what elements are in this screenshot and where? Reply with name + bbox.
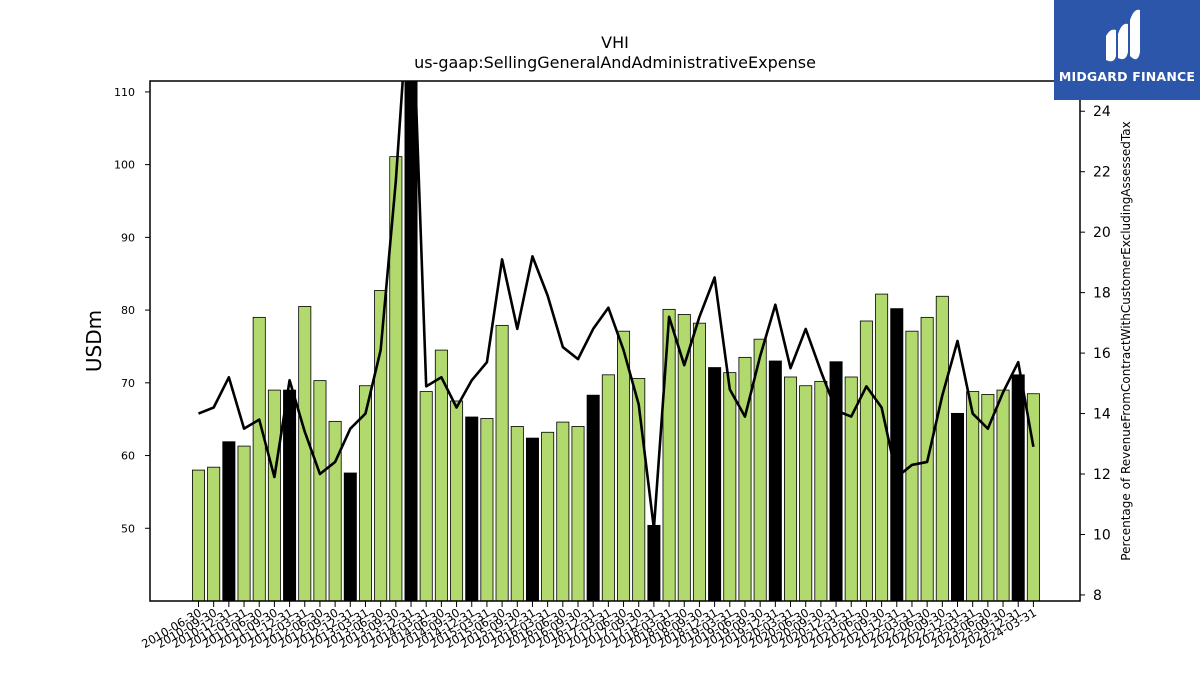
bar [343, 472, 357, 601]
y2-tick-label: 10 [1093, 527, 1111, 543]
bar [450, 400, 464, 601]
bar [935, 295, 949, 601]
bar [601, 374, 615, 601]
y2-tick-label: 20 [1093, 225, 1111, 241]
bar [844, 376, 858, 601]
bar [525, 437, 539, 601]
y2-tick-label: 12 [1093, 467, 1111, 483]
y-axis-right: 8 10 12 14 16 18 20 22 24 [1080, 104, 1111, 604]
bar [1026, 393, 1040, 601]
bar [495, 324, 509, 601]
bar [283, 389, 297, 601]
midgard-logo-icon [1054, 0, 1200, 100]
bar [708, 367, 722, 601]
bar [692, 322, 706, 601]
bar [222, 441, 236, 601]
bar [298, 306, 312, 601]
bar [617, 330, 631, 601]
y-tick-label: 100 [114, 159, 135, 172]
bar [723, 372, 737, 601]
y-tick-label: 90 [121, 231, 135, 244]
y2-tick-label: 14 [1093, 407, 1111, 423]
bar [1011, 374, 1025, 601]
x-axis: 2010-06-302010-09-302010-12-312011-03-31… [139, 601, 1039, 651]
chart-title: VHI [601, 33, 629, 52]
y-axis-label: USDm [82, 310, 106, 372]
bar [677, 314, 691, 601]
bar [419, 391, 433, 601]
y2-tick-label: 8 [1093, 588, 1102, 604]
bar [465, 416, 479, 601]
bar [237, 445, 251, 601]
bar [662, 308, 676, 601]
bar [951, 412, 965, 601]
bar [434, 349, 448, 601]
brand-name: MIDGARD FINANCE [1058, 69, 1196, 84]
y-tick-label: 70 [121, 377, 135, 390]
bar [267, 389, 281, 601]
bar [753, 338, 767, 601]
y2-tick-label: 22 [1093, 165, 1111, 181]
bar [996, 389, 1010, 601]
bar [875, 293, 889, 601]
bar [859, 320, 873, 601]
bar [313, 380, 327, 601]
bar [480, 418, 494, 601]
bar [510, 426, 524, 601]
bar [981, 394, 995, 601]
y-tick-label: 80 [121, 304, 135, 317]
line-series [198, 81, 1035, 530]
y-tick-label: 110 [114, 86, 135, 99]
bar [358, 385, 372, 601]
bar [404, 81, 418, 601]
bar [814, 380, 828, 601]
bar [252, 316, 266, 601]
bar [191, 469, 205, 601]
plot-frame [149, 80, 1081, 602]
line-path [198, 81, 1035, 530]
y2-tick-label: 16 [1093, 346, 1111, 362]
bar [571, 426, 585, 601]
brand-logo: MIDGARD FINANCE [1054, 0, 1200, 100]
bar [966, 391, 980, 601]
bar [541, 431, 555, 601]
bar [586, 394, 600, 601]
y2-tick-label: 18 [1093, 286, 1111, 302]
y-tick-label: 50 [121, 522, 135, 535]
y2-axis-label: Percentage of RevenueFromContractWithCus… [1119, 121, 1133, 560]
bar [799, 385, 813, 601]
bar [829, 361, 843, 601]
bar [738, 356, 752, 601]
y-tick-label: 60 [121, 450, 135, 463]
y-axis-left: 50 60 70 80 90 100 110 [114, 86, 150, 535]
bar [784, 376, 798, 601]
bar [768, 360, 782, 601]
bar [556, 421, 570, 601]
chart-subtitle: us-gaap:SellingGeneralAndAdministrativeE… [414, 53, 816, 72]
bar-series [191, 81, 1040, 601]
bar [328, 420, 342, 601]
y2-tick-label: 24 [1093, 104, 1111, 120]
bar [647, 524, 661, 601]
bar [207, 466, 221, 601]
